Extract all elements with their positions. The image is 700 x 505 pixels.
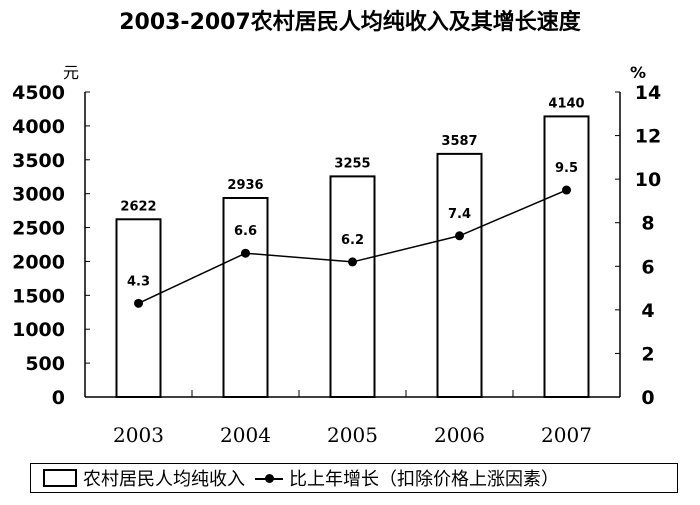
- legend: 农村居民人均纯收入 比上年增长（扣除价格上涨因素）: [30, 463, 678, 493]
- right-tick-label: 14: [635, 82, 661, 104]
- bar: [222, 197, 269, 398]
- left-tick-label: 4000: [12, 116, 65, 138]
- legend-line-label: 比上年增长（扣除价格上涨因素）: [289, 469, 559, 490]
- legend-bar-label: 农村居民人均纯收入: [83, 469, 245, 490]
- bar-data-label: 4140: [548, 96, 584, 111]
- left-tick-label: 2000: [12, 251, 65, 273]
- right-tick-label: 2: [641, 343, 654, 365]
- bar: [329, 175, 376, 398]
- left-tick-label: 1000: [12, 319, 65, 341]
- right-axis-unit: %: [630, 63, 646, 82]
- left-tick-label: 1500: [12, 285, 65, 307]
- right-tick-label: 10: [635, 169, 661, 191]
- growth-data-label: 6.6: [234, 224, 257, 239]
- left-tick-label: 0: [52, 387, 65, 409]
- left-tick-label: 500: [25, 353, 65, 375]
- left-axis-unit: 元: [63, 63, 79, 82]
- bar: [436, 152, 483, 398]
- x-tick-label: 2004: [220, 423, 271, 447]
- right-tick-label: 0: [641, 387, 654, 409]
- left-tick-label: 3500: [12, 150, 65, 172]
- right-tick-label: 12: [635, 126, 661, 148]
- left-tick-label: 3000: [12, 184, 65, 206]
- bar-data-label: 3587: [441, 134, 477, 149]
- legend-bar-swatch: [43, 469, 77, 487]
- x-tick-label: 2007: [541, 423, 592, 447]
- right-tick-label: 6: [641, 256, 654, 278]
- x-tick-label: 2006: [434, 423, 485, 447]
- bar-data-label: 2936: [227, 178, 263, 193]
- growth-point: [241, 248, 250, 258]
- growth-data-label: 9.5: [555, 161, 578, 176]
- bar-data-label: 2622: [120, 199, 156, 214]
- x-tick-label: 2005: [327, 423, 378, 447]
- left-tick-label: 2500: [12, 218, 65, 240]
- growth-data-label: 6.2: [341, 233, 364, 248]
- growth-data-label: 7.4: [448, 207, 471, 222]
- chart-canvas: 元 % 0 500 1000 1500 2000 2500 3000 3500 4000 4500 0 2…: [12, 63, 661, 447]
- right-tick-label: 4: [641, 300, 654, 322]
- right-tick-label: 8: [641, 213, 654, 235]
- growth-point: [134, 298, 143, 308]
- growth-data-label: 4.3: [127, 274, 150, 289]
- left-tick-label: 4500: [12, 82, 65, 104]
- x-tick-label: 2003: [113, 423, 164, 447]
- legend-line-swatch: [255, 471, 283, 485]
- bar-data-label: 3255: [334, 156, 370, 171]
- bar: [543, 115, 590, 399]
- growth-point: [455, 231, 464, 241]
- growth-point: [348, 257, 357, 267]
- bar: [115, 218, 162, 398]
- chart-title: 2003-2007农村居民人均纯收入及其增长速度: [119, 10, 581, 35]
- growth-point: [562, 185, 571, 195]
